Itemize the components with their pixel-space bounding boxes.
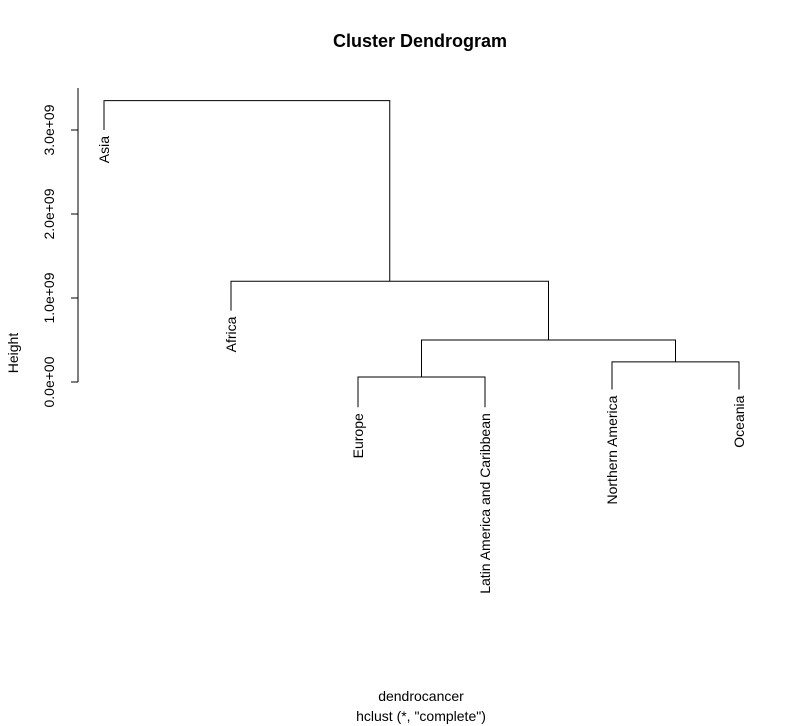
merge-branch-1 <box>611 361 740 390</box>
merge-branch-3 <box>230 280 549 340</box>
leaf-labels: Asia Africa Europe Latin America and Caribb… <box>96 136 747 594</box>
dendrogram-tree <box>103 100 740 408</box>
y-axis: 0.0e+00 1.0e+09 2.0e+09 3.0e+09 <box>41 88 79 408</box>
y-tick-label: 3.0e+09 <box>41 104 57 155</box>
y-tick-label: 0.0e+00 <box>41 356 57 407</box>
leaf-label-latin-america-and-caribbean: Latin America and Caribbean <box>477 413 493 594</box>
merge-branch-2 <box>421 339 676 377</box>
leaf-label-africa: Africa <box>223 316 239 352</box>
leaf-label-oceania: Oceania <box>731 395 747 447</box>
chart-title: Cluster Dendrogram <box>333 31 507 51</box>
merge-branch-0 <box>357 376 486 408</box>
x-axis-label: dendrocancer <box>378 688 464 704</box>
merge-branch-4 <box>103 100 391 282</box>
y-tick-label: 1.0e+09 <box>41 272 57 323</box>
method-sublabel: hclust (*, "complete") <box>356 708 486 724</box>
y-axis-label: Height <box>5 333 21 374</box>
leaf-label-asia: Asia <box>96 136 112 163</box>
leaf-label-europe: Europe <box>350 413 366 458</box>
y-tick-label: 2.0e+09 <box>41 188 57 239</box>
leaf-label-northern-america: Northern America <box>604 395 620 504</box>
